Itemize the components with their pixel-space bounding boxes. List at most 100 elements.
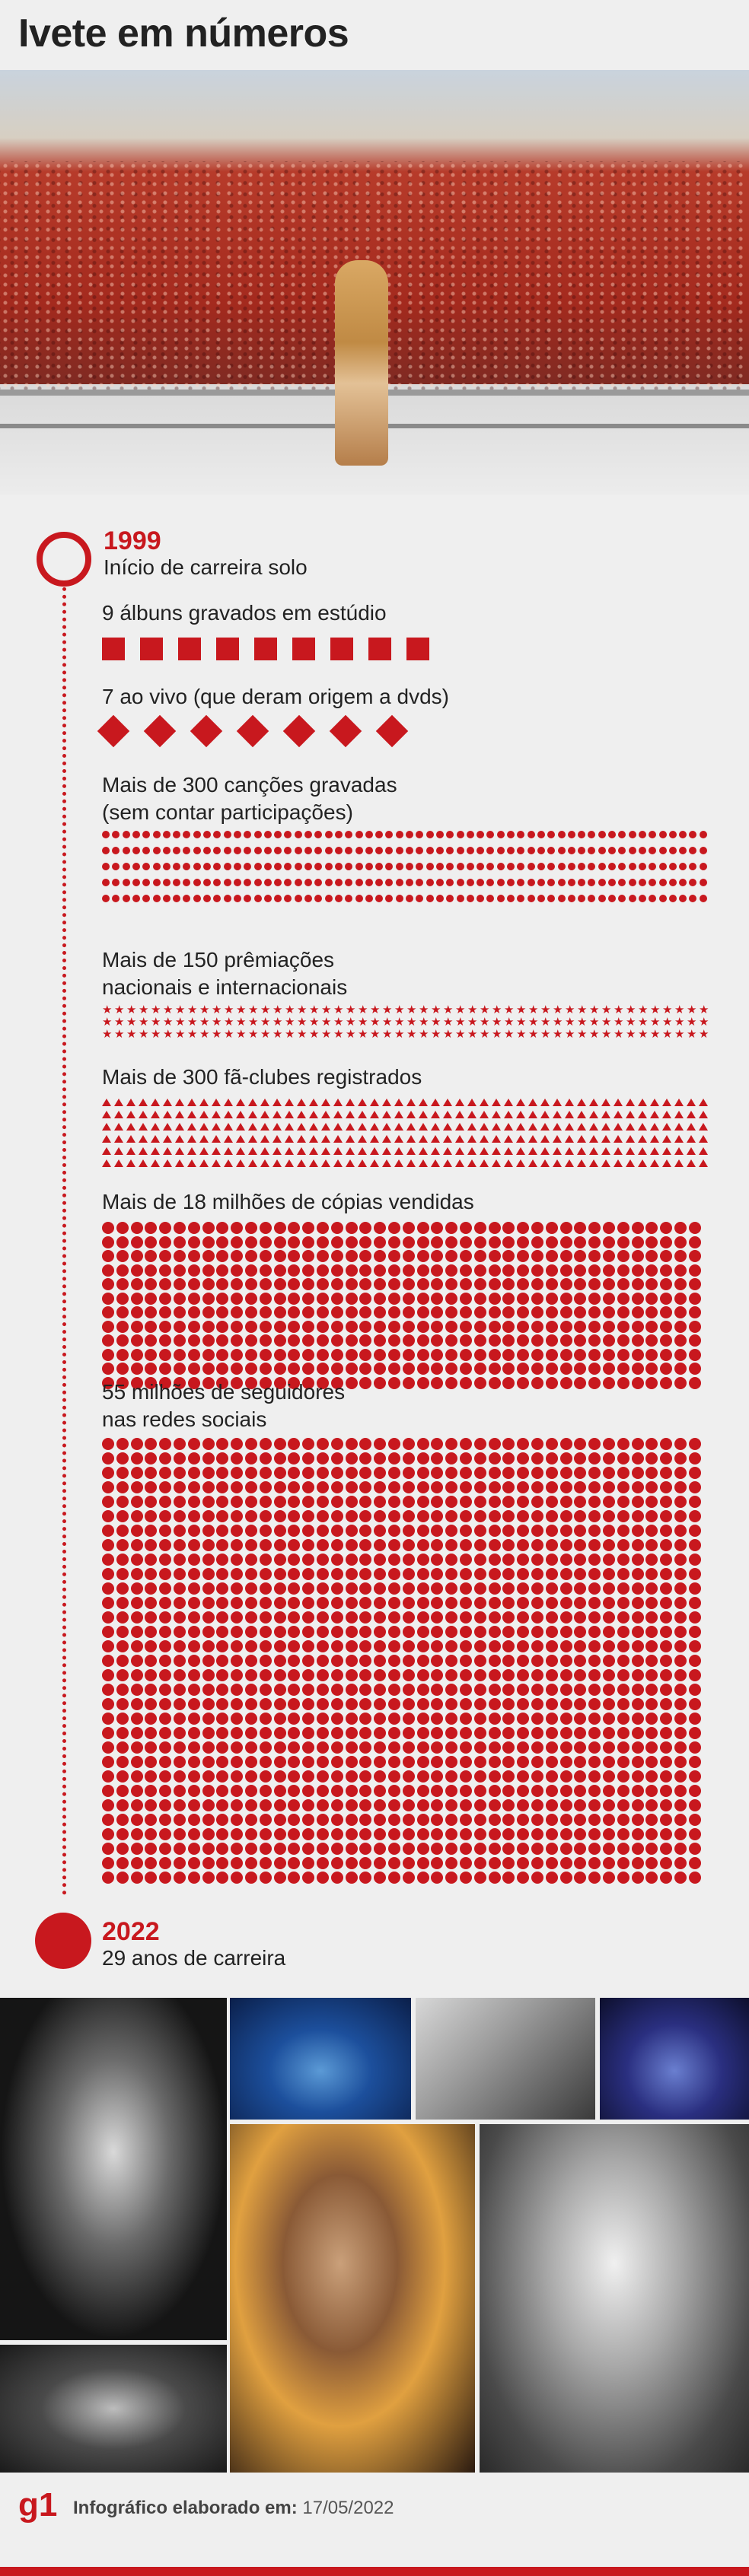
- fanclub-triangle: [419, 1159, 428, 1167]
- copies-dot: [502, 1222, 515, 1234]
- fanclub-triangle: [492, 1159, 501, 1167]
- copies-dot: [660, 1278, 673, 1290]
- follower-dot: [174, 1770, 186, 1783]
- award-star: ★: [358, 1003, 368, 1016]
- fanclub-triangle: [333, 1135, 343, 1143]
- song-dot: [699, 831, 707, 838]
- follower-dot: [502, 1452, 515, 1465]
- follower-dot: [617, 1828, 629, 1840]
- follower-dot: [473, 1785, 486, 1797]
- song-dot: [233, 895, 241, 902]
- follower-dot: [502, 1814, 515, 1826]
- follower-dot: [145, 1481, 158, 1493]
- follower-dot: [174, 1857, 186, 1869]
- follower-dot: [374, 1611, 387, 1624]
- song-dot: [446, 863, 454, 870]
- follower-dot: [531, 1568, 543, 1580]
- song-dot: [679, 895, 687, 902]
- follower-dot: [359, 1857, 372, 1869]
- follower-dot: [231, 1843, 244, 1855]
- follower-dot: [574, 1727, 587, 1739]
- song-dot: [435, 895, 444, 902]
- song-dot: [395, 847, 403, 854]
- song-dot: [628, 847, 636, 854]
- song-dot: [274, 863, 282, 870]
- song-dot: [213, 895, 222, 902]
- award-star: ★: [467, 1003, 478, 1016]
- song-dot: [263, 847, 272, 854]
- follower-dot: [359, 1799, 372, 1811]
- follower-dot: [374, 1568, 387, 1580]
- follower-dot: [374, 1741, 387, 1754]
- award-star: ★: [358, 1028, 368, 1041]
- copies-dot: [359, 1278, 372, 1290]
- copies-dot: [202, 1376, 215, 1389]
- song-dot: [132, 895, 140, 902]
- award-star: ★: [467, 1028, 478, 1041]
- copies-dot: [574, 1250, 587, 1262]
- follower-dot: [245, 1655, 257, 1667]
- fanclub-triangle: [553, 1147, 562, 1155]
- follower-dot: [645, 1655, 658, 1667]
- copies-dot: [330, 1334, 343, 1347]
- follower-dot: [102, 1467, 114, 1479]
- song-dot: [416, 895, 424, 902]
- song-dot: [507, 863, 515, 870]
- follower-dot: [460, 1510, 472, 1522]
- follower-dot: [130, 1814, 143, 1826]
- fanclub-triangle: [321, 1111, 330, 1118]
- song-dot: [304, 895, 312, 902]
- follower-dot: [460, 1496, 472, 1508]
- award-star: ★: [126, 1016, 137, 1029]
- fanclub-triangle: [102, 1135, 111, 1143]
- follower-dot: [617, 1669, 629, 1681]
- follower-dot: [545, 1611, 558, 1624]
- follower-dot: [245, 1814, 257, 1826]
- fanclub-triangle: [650, 1159, 659, 1167]
- copies-dot: [388, 1334, 400, 1347]
- follower-dot: [259, 1640, 272, 1652]
- fanclub-triangle: [212, 1099, 221, 1106]
- copies-dot: [603, 1320, 615, 1333]
- follower-dot: [588, 1525, 601, 1537]
- follower-dot: [416, 1452, 429, 1465]
- award-star: ★: [139, 1003, 149, 1016]
- follower-dot: [631, 1814, 644, 1826]
- follower-dot: [259, 1756, 272, 1768]
- follower-dot: [617, 1770, 629, 1783]
- fanclub-triangle: [333, 1099, 343, 1106]
- follower-dot: [145, 1554, 158, 1566]
- fanclub-triangle: [699, 1123, 708, 1131]
- fanclub-triangle: [614, 1135, 623, 1143]
- copies-dot: [488, 1320, 501, 1333]
- song-dot: [517, 863, 525, 870]
- follower-dot: [603, 1467, 615, 1479]
- fanclub-triangle: [333, 1123, 343, 1131]
- follower-dot: [245, 1481, 257, 1493]
- follower-dot: [531, 1684, 543, 1696]
- fanclub-triangle: [333, 1159, 343, 1167]
- follower-dot: [502, 1597, 515, 1609]
- live-diamond: [236, 714, 269, 748]
- follower-dot: [302, 1727, 315, 1739]
- follower-dot: [174, 1669, 186, 1681]
- fanclub-triangle: [248, 1159, 257, 1167]
- follower-dot: [273, 1857, 286, 1869]
- copies-dot: [317, 1363, 329, 1375]
- copies-dot: [345, 1236, 358, 1248]
- copies-dot: [231, 1376, 244, 1389]
- follower-dot: [603, 1684, 615, 1696]
- copies-dot: [645, 1292, 658, 1305]
- follower-dot: [202, 1525, 215, 1537]
- follower-dot: [660, 1843, 673, 1855]
- follower-dot: [345, 1756, 358, 1768]
- follower-dot: [116, 1814, 129, 1826]
- copies-dot: [245, 1264, 257, 1277]
- fanclub-triangle: [358, 1099, 367, 1106]
- award-star: ★: [175, 1003, 186, 1016]
- song-dot: [486, 831, 495, 838]
- copies-dot: [617, 1320, 629, 1333]
- follower-dot: [202, 1857, 215, 1869]
- award-star: ★: [480, 1028, 490, 1041]
- follower-dot: [688, 1496, 701, 1508]
